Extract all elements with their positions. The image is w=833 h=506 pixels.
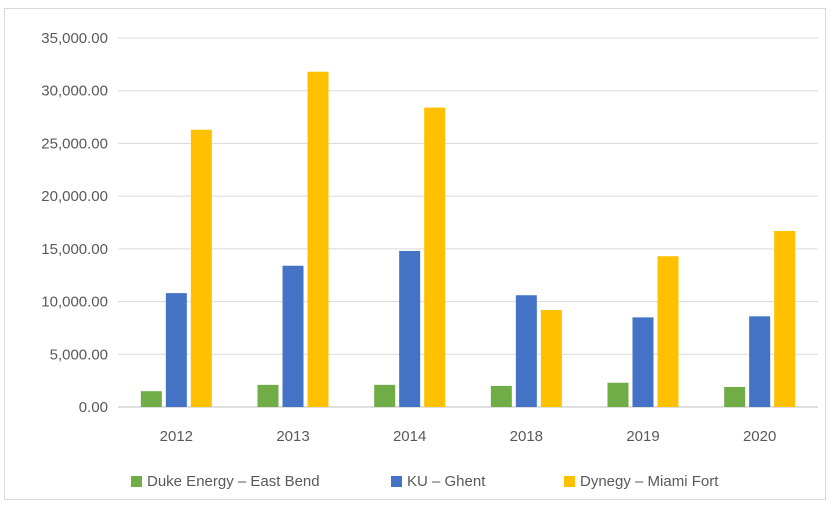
gridlines [118, 37, 818, 408]
bar-2019-series-2 [657, 256, 679, 407]
bar-2018-series-2 [540, 310, 562, 407]
bars [140, 71, 796, 408]
bar-2018-series-1 [515, 295, 537, 407]
bar-2014-series-2 [424, 107, 446, 407]
y-axis-labels: 0.00 5,000.00 10,000.00 15,000.00 20,000.00 2… [41, 30, 108, 416]
x-axis-labels: 2012 2013 2014 2018 2019 2020 [160, 428, 777, 445]
y-tick-label: 0.00 [79, 399, 108, 416]
bar-2019-series-1 [632, 317, 654, 407]
y-tick-label: 25,000.00 [41, 135, 108, 152]
bar-2020-series-2 [774, 230, 796, 407]
y-tick-label: 15,000.00 [41, 241, 108, 258]
bar-2019-series-0 [607, 382, 629, 407]
bar-2013-series-2 [307, 71, 329, 407]
legend-label: Dynegy – Miami Fort [580, 473, 719, 490]
bar-2012-series-1 [165, 293, 187, 407]
x-tick-label: 2018 [510, 428, 543, 445]
bar-2012-series-2 [190, 129, 212, 408]
y-tick-label: 35,000.00 [41, 30, 108, 47]
legend-label: Duke Energy – East Bend [147, 473, 320, 490]
bar-2012-series-0 [140, 391, 162, 407]
y-tick-label: 20,000.00 [41, 188, 108, 205]
bar-2018-series-0 [490, 385, 512, 407]
legend-swatch [564, 476, 575, 487]
x-tick-label: 2012 [160, 428, 193, 445]
legend-label: KU – Ghent [407, 473, 486, 490]
bar-2013-series-1 [282, 265, 304, 407]
bar-2020-series-1 [749, 316, 771, 407]
y-tick-label: 5,000.00 [50, 346, 108, 363]
x-tick-label: 2013 [276, 428, 309, 445]
x-tick-label: 2020 [743, 428, 776, 445]
legend: Duke Energy – East Bend KU – Ghent Dynegy … [131, 473, 719, 490]
bar-2014-series-1 [399, 250, 421, 407]
bar-2014-series-0 [374, 384, 396, 407]
bar-2013-series-0 [257, 384, 279, 407]
x-tick-label: 2014 [393, 428, 426, 445]
bar-2020-series-0 [724, 386, 746, 407]
x-tick-label: 2019 [626, 428, 659, 445]
y-tick-label: 10,000.00 [41, 294, 108, 311]
legend-swatch [391, 476, 402, 487]
legend-swatch [131, 476, 142, 487]
y-tick-label: 30,000.00 [41, 83, 108, 100]
